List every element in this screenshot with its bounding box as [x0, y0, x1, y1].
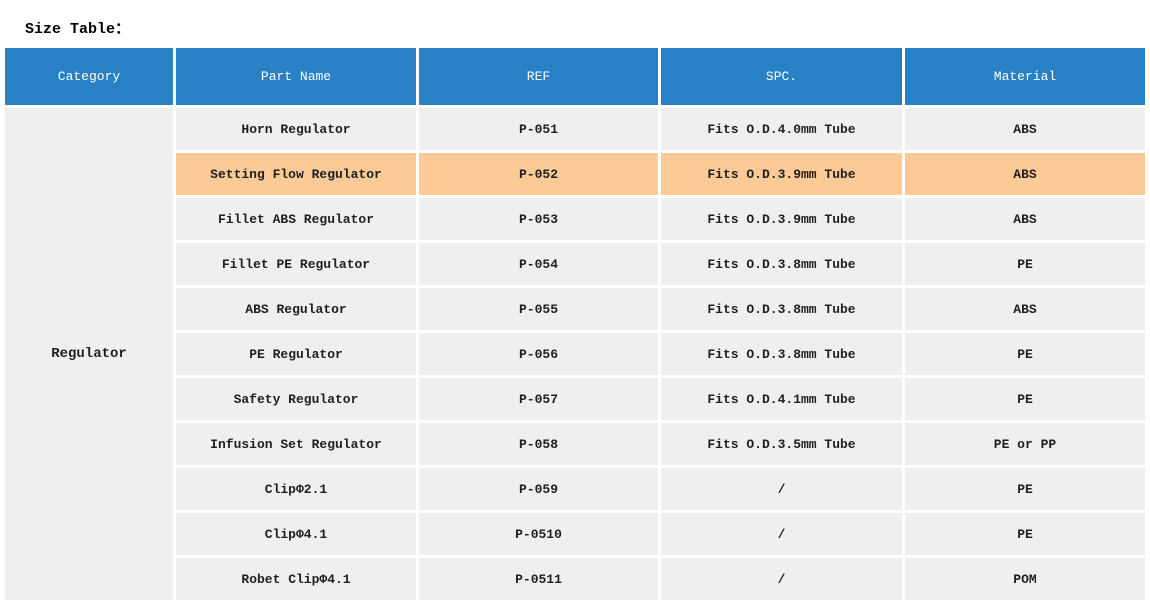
- page-title: Size Table：: [25, 21, 131, 38]
- header-ref: REF: [419, 48, 658, 105]
- row-4-material-cell: ABS: [905, 288, 1145, 330]
- row-7-spc-cell: Fits O.D.3.5mm Tube: [661, 423, 902, 465]
- row-7-ref-cell: P-058: [419, 423, 658, 465]
- row-3-part-name-cell: Fillet PE Regulator: [176, 243, 416, 285]
- category-cell: Regulator: [5, 108, 173, 600]
- row-6-spc-cell: Fits O.D.4.1mm Tube: [661, 378, 902, 420]
- row-5-spc-cell: Fits O.D.3.8mm Tube: [661, 333, 902, 375]
- row-8-spc-cell: /: [661, 468, 902, 510]
- row-9-part-name-cell: ClipΦ4.1: [176, 513, 416, 555]
- row-6-ref-cell: P-057: [419, 378, 658, 420]
- row-1-part-name-cell: Setting Flow Regulator: [176, 153, 416, 195]
- header-spc: SPC.: [661, 48, 902, 105]
- row-1-ref-cell: P-052: [419, 153, 658, 195]
- row-8-material-cell: PE: [905, 468, 1145, 510]
- row-8-ref-cell: P-059: [419, 468, 658, 510]
- row-0-ref-cell: P-051: [419, 108, 658, 150]
- row-10-spc-cell: /: [661, 558, 902, 600]
- size-table: Category Part Name REF SPC. Material Reg…: [5, 48, 1145, 600]
- row-0-spc-cell: Fits O.D.4.0mm Tube: [661, 108, 902, 150]
- row-10-ref-cell: P-0511: [419, 558, 658, 600]
- row-7-part-name-cell: Infusion Set Regulator: [176, 423, 416, 465]
- header-part-name: Part Name: [176, 48, 416, 105]
- row-2-part-name-cell: Fillet ABS Regulator: [176, 198, 416, 240]
- row-9-material-cell: PE: [905, 513, 1145, 555]
- row-6-part-name-cell: Safety Regulator: [176, 378, 416, 420]
- row-5-ref-cell: P-056: [419, 333, 658, 375]
- row-3-material-cell: PE: [905, 243, 1145, 285]
- row-3-ref-cell: P-054: [419, 243, 658, 285]
- row-6-material-cell: PE: [905, 378, 1145, 420]
- row-10-part-name-cell: Robet ClipΦ4.1: [176, 558, 416, 600]
- row-2-spc-cell: Fits O.D.3.9mm Tube: [661, 198, 902, 240]
- row-4-ref-cell: P-055: [419, 288, 658, 330]
- row-9-spc-cell: /: [661, 513, 902, 555]
- row-1-material-cell: ABS: [905, 153, 1145, 195]
- row-5-part-name-cell: PE Regulator: [176, 333, 416, 375]
- row-4-spc-cell: Fits O.D.3.8mm Tube: [661, 288, 902, 330]
- row-4-part-name-cell: ABS Regulator: [176, 288, 416, 330]
- header-category: Category: [5, 48, 173, 105]
- header-material: Material: [905, 48, 1145, 105]
- row-8-part-name-cell: ClipΦ2.1: [176, 468, 416, 510]
- row-1-spc-cell: Fits O.D.3.9mm Tube: [661, 153, 902, 195]
- row-7-material-cell: PE or PP: [905, 423, 1145, 465]
- row-0-part-name-cell: Horn Regulator: [176, 108, 416, 150]
- row-0-material-cell: ABS: [905, 108, 1145, 150]
- row-2-material-cell: ABS: [905, 198, 1145, 240]
- row-2-ref-cell: P-053: [419, 198, 658, 240]
- row-10-material-cell: POM: [905, 558, 1145, 600]
- row-5-material-cell: PE: [905, 333, 1145, 375]
- row-3-spc-cell: Fits O.D.3.8mm Tube: [661, 243, 902, 285]
- row-9-ref-cell: P-0510: [419, 513, 658, 555]
